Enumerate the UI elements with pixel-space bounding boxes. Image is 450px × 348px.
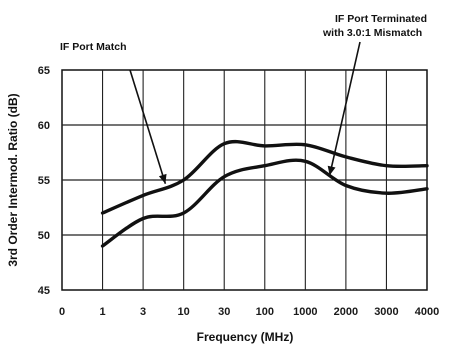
x-axis-title: Frequency (MHz) <box>197 330 294 344</box>
x-tick-label: 0 <box>59 306 65 318</box>
series-line-2 <box>100 158 429 248</box>
annotation-label: with 3.0:1 Mismatch <box>322 27 422 39</box>
annotation-arrow-line <box>328 41 361 176</box>
annotation-label: IF Port Terminated <box>335 13 427 25</box>
series-lines <box>100 139 429 248</box>
x-tick-labels: 0 1 3 10 30 100 1000 2000 3000 4000 <box>59 306 439 318</box>
series-line-1 <box>100 139 429 215</box>
x-tick-label: 3 <box>140 306 146 318</box>
annotation-arrow-line <box>129 69 167 184</box>
y-tick-label: 60 <box>38 120 50 132</box>
y-tick-label: 45 <box>38 285 50 297</box>
x-tick-label: 10 <box>178 306 190 318</box>
x-tick-label: 4000 <box>415 306 439 318</box>
y-axis-title: 3rd Order Intermod. Ratio (dB) <box>6 93 20 266</box>
y-tick-label: 65 <box>38 65 50 77</box>
x-tick-label: 1000 <box>293 306 317 318</box>
annotation-label: IF Port Match <box>60 41 127 53</box>
y-tick-label: 55 <box>38 175 50 187</box>
x-tick-label: 100 <box>256 306 274 318</box>
annotations: IF Port Match IF Port Terminated with 3.0:… <box>60 13 427 184</box>
y-tick-labels: 45 50 55 60 65 <box>38 65 50 297</box>
x-tick-label: 1 <box>99 306 105 318</box>
annotation-arrowhead <box>327 165 336 176</box>
annotation-arrowhead <box>158 173 167 184</box>
y-tick-label: 50 <box>38 230 50 242</box>
x-tick-label: 2000 <box>334 306 358 318</box>
x-tick-label: 30 <box>218 306 230 318</box>
grid-lines <box>62 70 427 290</box>
x-tick-label: 3000 <box>374 306 398 318</box>
